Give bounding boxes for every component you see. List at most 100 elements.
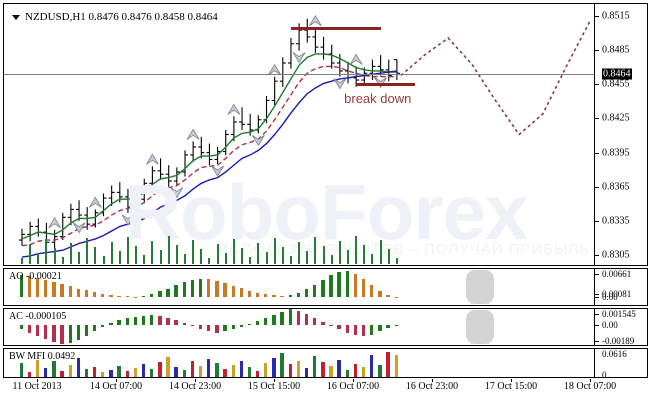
volume-bar — [102, 256, 105, 264]
volume-bar — [208, 258, 211, 264]
histogram-bar — [272, 295, 276, 297]
price-axis-label: 0.8365 — [602, 181, 630, 193]
price-axis-label: 0.8425 — [602, 112, 630, 124]
mfi-bar — [158, 362, 162, 377]
volume-bar — [118, 251, 121, 264]
mfi-bar — [190, 360, 195, 377]
volume-bar — [224, 253, 227, 264]
ao-panel[interactable]: 0.00661 0.00081 0.00 AO -0.00021 — [3, 268, 648, 306]
histogram-bar — [84, 290, 89, 297]
mfi-bar — [35, 359, 40, 377]
price-axis-label: 0.8305 — [602, 249, 630, 261]
price-axis-tick — [595, 16, 599, 18]
histogram-bar — [231, 285, 235, 297]
price-series-layer — [19, 15, 591, 258]
price-plot-area[interactable]: RoboForex ИСПОЛЬЗУЙ РОБОТОВ – ПОЛУЧАЙ ПР… — [4, 4, 594, 265]
time-axis-tick — [590, 379, 591, 382]
mfi-bar — [247, 367, 252, 377]
ao-plot-area[interactable] — [4, 269, 594, 305]
volume-bar — [232, 239, 235, 264]
time-axis: 11 Oct 2013 14 Oct 07:00 14 Oct 23:00 15 Oc… — [3, 379, 648, 397]
ac-plot-area[interactable] — [4, 309, 594, 345]
indicator-axis-label: 0 — [602, 370, 607, 380]
mfi-bar — [280, 353, 284, 377]
histogram-bar — [239, 325, 244, 328]
mfi-bar — [19, 363, 23, 377]
price-axis-label: 0.8515 — [602, 10, 630, 22]
histogram-bar — [361, 279, 366, 297]
mfi-bar — [378, 365, 382, 377]
histogram-bar — [264, 317, 268, 326]
histogram-bar — [174, 319, 178, 326]
histogram-bar — [141, 295, 146, 297]
histogram-bar — [35, 277, 40, 297]
volume-bar — [135, 246, 138, 264]
price-chart-panel[interactable]: RoboForex ИСПОЛЬЗУЙ РОБОТОВ – ПОЛУЧАЙ ПР… — [3, 3, 648, 266]
histogram-bar — [255, 292, 260, 297]
histogram-bar — [109, 294, 113, 297]
histogram-bar — [92, 325, 97, 332]
histogram-bar — [190, 280, 195, 297]
ma-line — [21, 65, 397, 247]
volume-bar — [200, 249, 203, 264]
volume-bar — [281, 247, 284, 264]
volume-bar — [363, 245, 366, 264]
volume-bar — [330, 255, 333, 264]
forecast-highlight-band — [466, 270, 494, 304]
time-axis-label: 15 Oct 15:00 — [247, 381, 301, 392]
histogram-bar — [109, 323, 113, 326]
mfi-bar — [386, 352, 390, 377]
histogram-bar — [394, 296, 398, 298]
histogram-bar — [52, 281, 56, 297]
mfi-plot-area[interactable] — [4, 349, 594, 377]
ma-line — [21, 70, 397, 258]
histogram-bar — [304, 313, 309, 326]
ao-axis: 0.00661 0.00081 0.00 — [594, 269, 647, 305]
histogram-bar — [60, 325, 64, 345]
triangle-down-icon[interactable] — [12, 14, 20, 20]
mfi-bar — [321, 362, 325, 377]
mfi-bar — [345, 369, 349, 377]
mfi-bar — [182, 370, 186, 377]
histogram-bar — [337, 271, 341, 297]
histogram-bar — [378, 290, 382, 297]
histogram-bar — [280, 311, 284, 326]
histogram-bar — [321, 280, 325, 297]
volume-bar — [37, 253, 40, 264]
indicator-axis-label: 0.0616 — [602, 349, 627, 359]
mfi-bar — [52, 361, 56, 377]
indicator-axis-tick — [595, 341, 599, 342]
ac-panel[interactable]: 0.001545 0.00 -0.00189 AC -0.000105 — [3, 308, 648, 346]
price-axis[interactable]: 0.8515 0.8485 0.8455 0.8425 0.8395 0.8365 0.83… — [594, 4, 647, 265]
mfi-panel[interactable]: 0.0616 0 BW MFI 0.0492 — [3, 348, 648, 380]
volume-bar — [86, 238, 89, 264]
histogram-bar — [280, 295, 284, 297]
price-axis-tick — [595, 84, 599, 86]
volume-bar — [61, 257, 64, 264]
time-axis-label: 14 Oct 23:00 — [168, 381, 222, 392]
time-axis-tick — [116, 379, 117, 382]
time-axis-tick — [511, 379, 512, 382]
histogram-bar — [76, 288, 81, 297]
break-down-annotation: break down — [344, 91, 412, 107]
price-axis-label: 0.8485 — [602, 44, 630, 56]
histogram-bar — [231, 325, 235, 330]
mfi-bar — [370, 355, 374, 377]
ac-axis: 0.001545 0.00 -0.00189 — [594, 309, 647, 346]
volume-bar — [338, 241, 341, 264]
volume-bar — [78, 252, 81, 264]
mfi-bar — [394, 354, 398, 377]
mfi-bar — [288, 364, 292, 377]
fractal-up-icon — [349, 53, 363, 65]
forecast-path — [400, 20, 591, 136]
histogram-bar — [44, 325, 48, 339]
histogram-bar — [19, 274, 23, 297]
mfi-axis: 0.0616 0 — [594, 349, 647, 380]
fractal-down-icon — [121, 214, 135, 226]
mfi-bar — [361, 367, 366, 377]
indicator-axis-tick — [595, 274, 599, 275]
histogram-bar — [44, 279, 48, 297]
mfi-bar — [92, 367, 97, 377]
symbol-header-text: NZDUSD,H1 0.8476 0.8476 0.8458 0.8464 — [25, 11, 218, 23]
volume-bar — [257, 243, 260, 264]
